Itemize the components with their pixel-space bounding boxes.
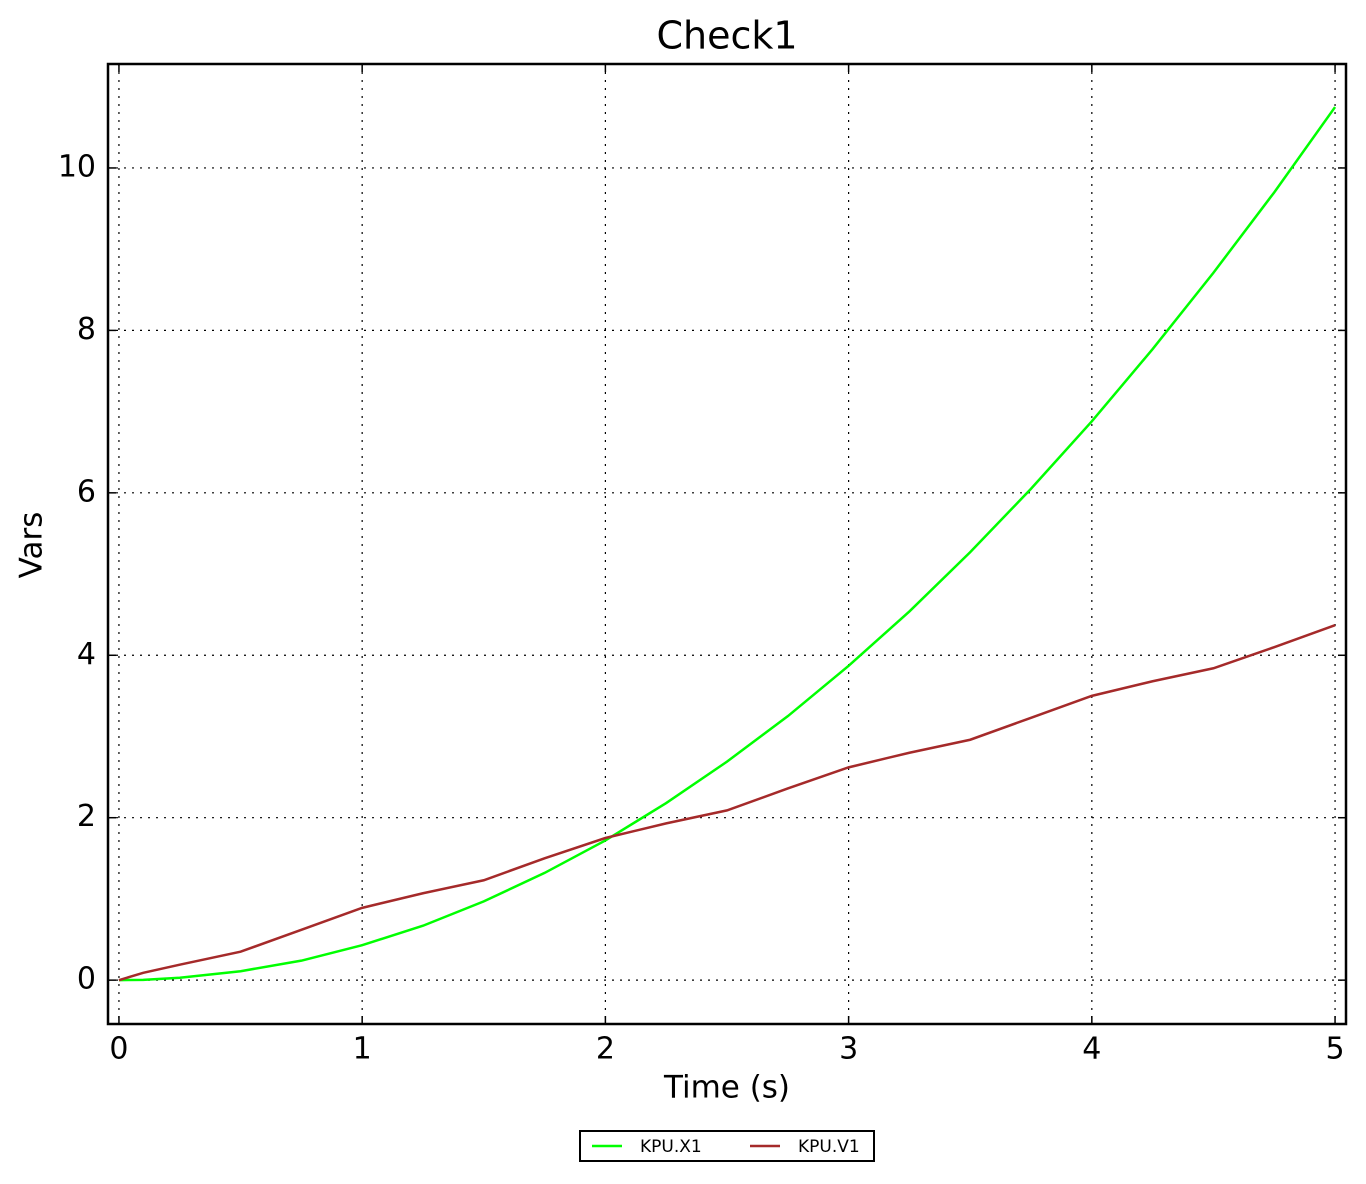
data-line — [118, 624, 1336, 982]
legend-label: KPU.V1 — [798, 1137, 860, 1157]
y-axis-label: Vars — [14, 512, 50, 579]
legend-box — [579, 1130, 875, 1162]
data-line — [118, 106, 1337, 982]
x-tick-label: 0 — [109, 1032, 128, 1067]
y-tick-label: 0 — [77, 962, 96, 997]
x-tick-label: 2 — [596, 1032, 615, 1067]
x-tick-label: 5 — [1326, 1032, 1345, 1067]
y-tick-label: 2 — [77, 799, 96, 834]
x-tick-label: 1 — [353, 1032, 372, 1067]
x-axis-label: Time (s) — [663, 1070, 790, 1106]
x-tick-label: 3 — [839, 1032, 858, 1067]
y-tick-label: 4 — [77, 637, 96, 672]
y-tick-label: 10 — [58, 149, 96, 184]
y-tick-label: 8 — [77, 312, 96, 347]
y-tick-label: 6 — [77, 474, 96, 509]
legend-label: KPU.X1 — [640, 1137, 702, 1157]
plot-frame — [106, 62, 1348, 1026]
x-tick-label: 4 — [1082, 1032, 1101, 1067]
chart-title: Check1 — [656, 14, 797, 58]
